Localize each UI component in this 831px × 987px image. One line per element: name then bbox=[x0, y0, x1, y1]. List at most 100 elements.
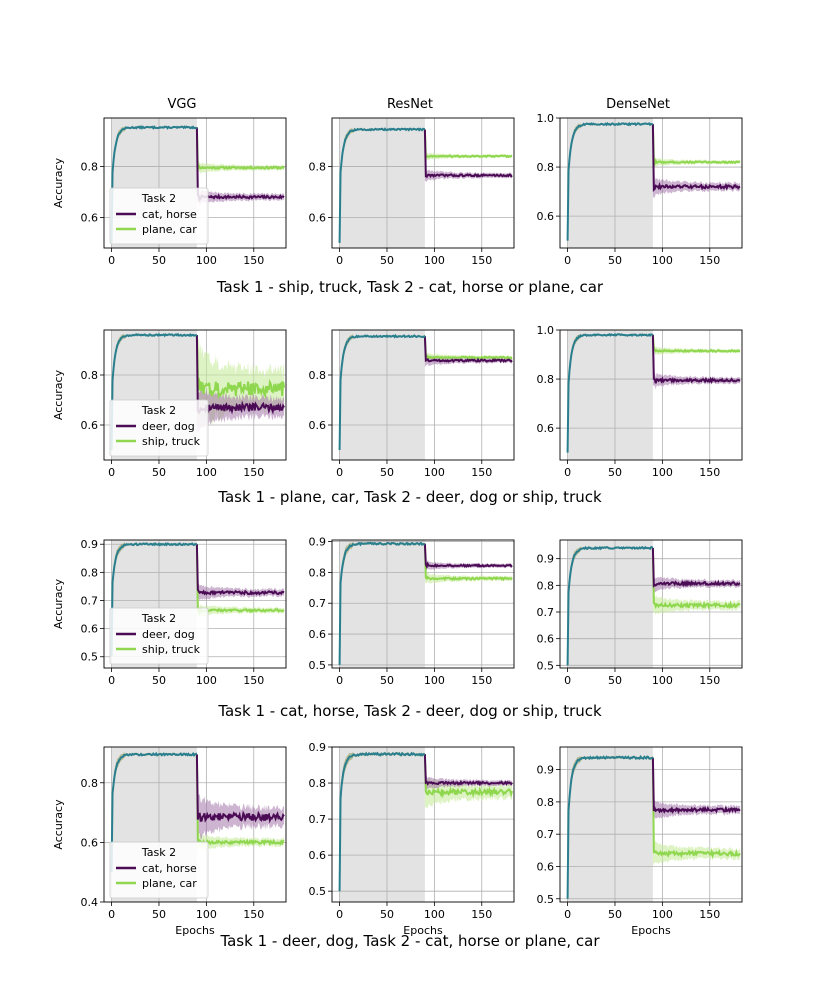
y-tick-label: 0.5 bbox=[537, 893, 555, 906]
axes-frame bbox=[103, 329, 287, 461]
subplot-r4-c1: 0 50 100 150 0.4 0.6 0.8 Accuracy Epochs Task 2 ca… bbox=[52, 746, 287, 937]
axes-frame bbox=[559, 746, 743, 903]
x-axis-label: Epochs bbox=[403, 924, 443, 937]
plot-area bbox=[332, 330, 514, 460]
y-tick-label: 0.7 bbox=[537, 606, 555, 619]
x-tick-label: 50 bbox=[608, 674, 622, 687]
x-tick-label: 150 bbox=[699, 674, 720, 687]
x-tick-label: 0 bbox=[108, 254, 115, 267]
col-title-densenet: DenseNet bbox=[606, 97, 670, 112]
subplot-r2-c3: 0 50 100 150 0.6 0.8 1.0 bbox=[537, 324, 743, 479]
x-tick-label: 0 bbox=[564, 674, 571, 687]
task1-line bbox=[566, 121, 654, 241]
subplot-r1-c3: 0 50 100 150 0.6 0.8 1.0 bbox=[537, 112, 743, 267]
y-tick-label: 0.7 bbox=[309, 813, 327, 826]
legend-entry: ship, truck bbox=[142, 643, 201, 656]
x-tick-label: 100 bbox=[652, 466, 673, 479]
task1-shaded-region bbox=[339, 747, 425, 902]
x-tick-label: 0 bbox=[336, 466, 343, 479]
legend-entry: deer, dog bbox=[142, 628, 195, 641]
task2-b-line bbox=[651, 757, 741, 859]
x-tick-label: 0 bbox=[336, 674, 343, 687]
y-axis-label: Accuracy bbox=[52, 369, 65, 420]
plot-area bbox=[332, 747, 514, 902]
y-tick-label: 0.9 bbox=[81, 538, 99, 551]
x-tick-label: 50 bbox=[380, 466, 394, 479]
x-tick-label: 0 bbox=[108, 674, 115, 687]
y-tick-label: 0.8 bbox=[309, 160, 327, 173]
task2-a-line bbox=[423, 336, 513, 364]
axes-frame bbox=[103, 746, 287, 903]
task1-line bbox=[110, 332, 198, 451]
y-tick-label: 0.6 bbox=[309, 849, 327, 862]
axes-frame bbox=[559, 329, 743, 461]
axes-frame bbox=[331, 746, 515, 903]
subplot-r1-c1: 0 50 100 150 0.6 0.8 Accuracy Task 2 cat, horse p… bbox=[52, 117, 287, 267]
task1-shaded-region bbox=[567, 747, 653, 902]
x-tick-label: 150 bbox=[243, 466, 264, 479]
task2-b-line bbox=[423, 336, 513, 362]
task2-b-line bbox=[195, 127, 285, 171]
y-tick-label: 0.6 bbox=[309, 419, 327, 432]
plot-area bbox=[332, 540, 514, 668]
axes-frame bbox=[559, 539, 743, 669]
x-tick-label: 50 bbox=[380, 908, 394, 921]
y-tick-label: 1.0 bbox=[537, 324, 555, 337]
row-caption-3: Task 1 - cat, horse, Task 2 - deer, dog … bbox=[217, 702, 602, 720]
x-tick-label: 100 bbox=[652, 674, 673, 687]
task2-b-line bbox=[651, 124, 741, 167]
axes-frame bbox=[331, 329, 515, 461]
plot-area bbox=[560, 540, 742, 668]
y-tick-label: 0.8 bbox=[537, 161, 555, 174]
task2-b-line bbox=[195, 544, 285, 617]
plot-area bbox=[560, 118, 742, 248]
legend-entry: plane, car bbox=[142, 223, 197, 236]
task2-b-line bbox=[195, 754, 285, 847]
x-tick-label: 150 bbox=[699, 254, 720, 267]
y-tick-label: 0.8 bbox=[537, 373, 555, 386]
col-title-vgg: VGG bbox=[167, 97, 196, 112]
task1-shaded-region bbox=[339, 540, 425, 668]
y-tick-label: 0.6 bbox=[81, 419, 99, 432]
task1-line bbox=[338, 751, 426, 892]
legend-entry: deer, dog bbox=[142, 420, 195, 433]
x-tick-label: 100 bbox=[196, 908, 217, 921]
y-tick-label: 0.6 bbox=[81, 211, 99, 224]
y-tick-label: 0.5 bbox=[309, 885, 327, 898]
subplot-r3-c3: 0 50 100 150 0.5 0.6 0.7 0.8 0.9 bbox=[537, 539, 743, 687]
legend-title: Task 2 bbox=[141, 846, 176, 859]
y-tick-label: 0.6 bbox=[81, 623, 99, 636]
task1-line bbox=[110, 124, 198, 243]
task2-a-line bbox=[651, 124, 741, 192]
x-tick-label: 50 bbox=[608, 908, 622, 921]
y-tick-label: 0.8 bbox=[81, 160, 99, 173]
task1-line bbox=[338, 127, 425, 243]
x-tick-label: 100 bbox=[652, 254, 673, 267]
axes-frame bbox=[331, 539, 515, 669]
task2-a-band bbox=[196, 581, 285, 601]
task1-line bbox=[110, 751, 198, 873]
row-caption-2: Task 1 - plane, car, Task 2 - deer, dog … bbox=[217, 488, 602, 506]
x-tick-label: 100 bbox=[424, 908, 445, 921]
x-tick-label: 50 bbox=[152, 466, 166, 479]
plot-area bbox=[560, 330, 742, 460]
x-tick-label: 100 bbox=[652, 908, 673, 921]
x-tick-label: 50 bbox=[152, 254, 166, 267]
x-tick-label: 0 bbox=[564, 466, 571, 479]
axes-frame bbox=[331, 117, 515, 249]
y-tick-label: 0.9 bbox=[537, 553, 555, 566]
task2-a-line bbox=[423, 754, 513, 787]
y-tick-label: 0.6 bbox=[537, 860, 555, 873]
x-tick-label: 100 bbox=[424, 254, 445, 267]
task1-shaded-region bbox=[567, 118, 653, 248]
y-tick-label: 0.5 bbox=[537, 659, 555, 672]
task2-a-line bbox=[651, 757, 741, 815]
row-caption-1: Task 1 - ship, truck, Task 2 - cat, hors… bbox=[216, 278, 604, 296]
x-tick-label: 0 bbox=[564, 908, 571, 921]
task2-a-line bbox=[195, 127, 285, 203]
x-tick-label: 150 bbox=[243, 674, 264, 687]
task1-line bbox=[566, 754, 654, 899]
legend: Task 2 cat, horse plane, car bbox=[109, 841, 209, 899]
y-tick-label: 0.8 bbox=[537, 796, 555, 809]
x-tick-label: 50 bbox=[608, 466, 622, 479]
